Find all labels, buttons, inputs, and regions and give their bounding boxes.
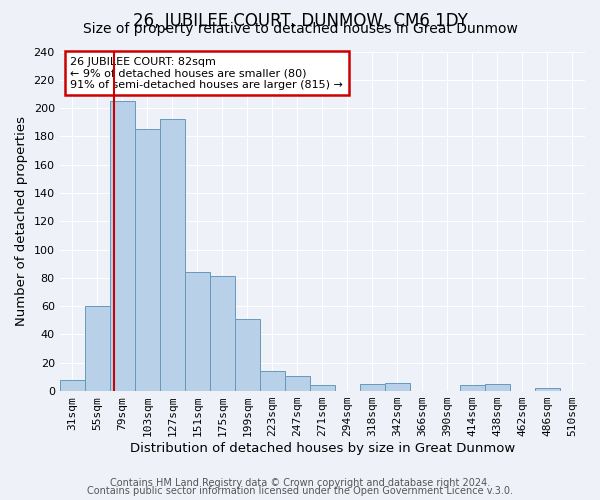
Bar: [235, 319, 260, 391]
Text: Contains public sector information licensed under the Open Government Licence v.: Contains public sector information licen…: [87, 486, 513, 496]
Bar: [110, 101, 135, 391]
Bar: [385, 382, 410, 391]
Bar: [260, 372, 285, 391]
Bar: [160, 120, 185, 391]
Bar: [535, 388, 560, 391]
Bar: [85, 306, 110, 391]
Text: 26 JUBILEE COURT: 82sqm
← 9% of detached houses are smaller (80)
91% of semi-det: 26 JUBILEE COURT: 82sqm ← 9% of detached…: [70, 56, 343, 90]
Y-axis label: Number of detached properties: Number of detached properties: [15, 116, 28, 326]
Bar: [460, 386, 485, 391]
Bar: [59, 380, 85, 391]
Bar: [285, 376, 310, 391]
Bar: [135, 130, 160, 391]
Text: 26, JUBILEE COURT, DUNMOW, CM6 1DY: 26, JUBILEE COURT, DUNMOW, CM6 1DY: [133, 12, 467, 30]
Bar: [310, 386, 335, 391]
Bar: [210, 276, 235, 391]
Bar: [185, 272, 210, 391]
X-axis label: Distribution of detached houses by size in Great Dunmow: Distribution of detached houses by size …: [130, 442, 515, 455]
Text: Contains HM Land Registry data © Crown copyright and database right 2024.: Contains HM Land Registry data © Crown c…: [110, 478, 490, 488]
Bar: [485, 384, 510, 391]
Bar: [360, 384, 385, 391]
Text: Size of property relative to detached houses in Great Dunmow: Size of property relative to detached ho…: [83, 22, 517, 36]
